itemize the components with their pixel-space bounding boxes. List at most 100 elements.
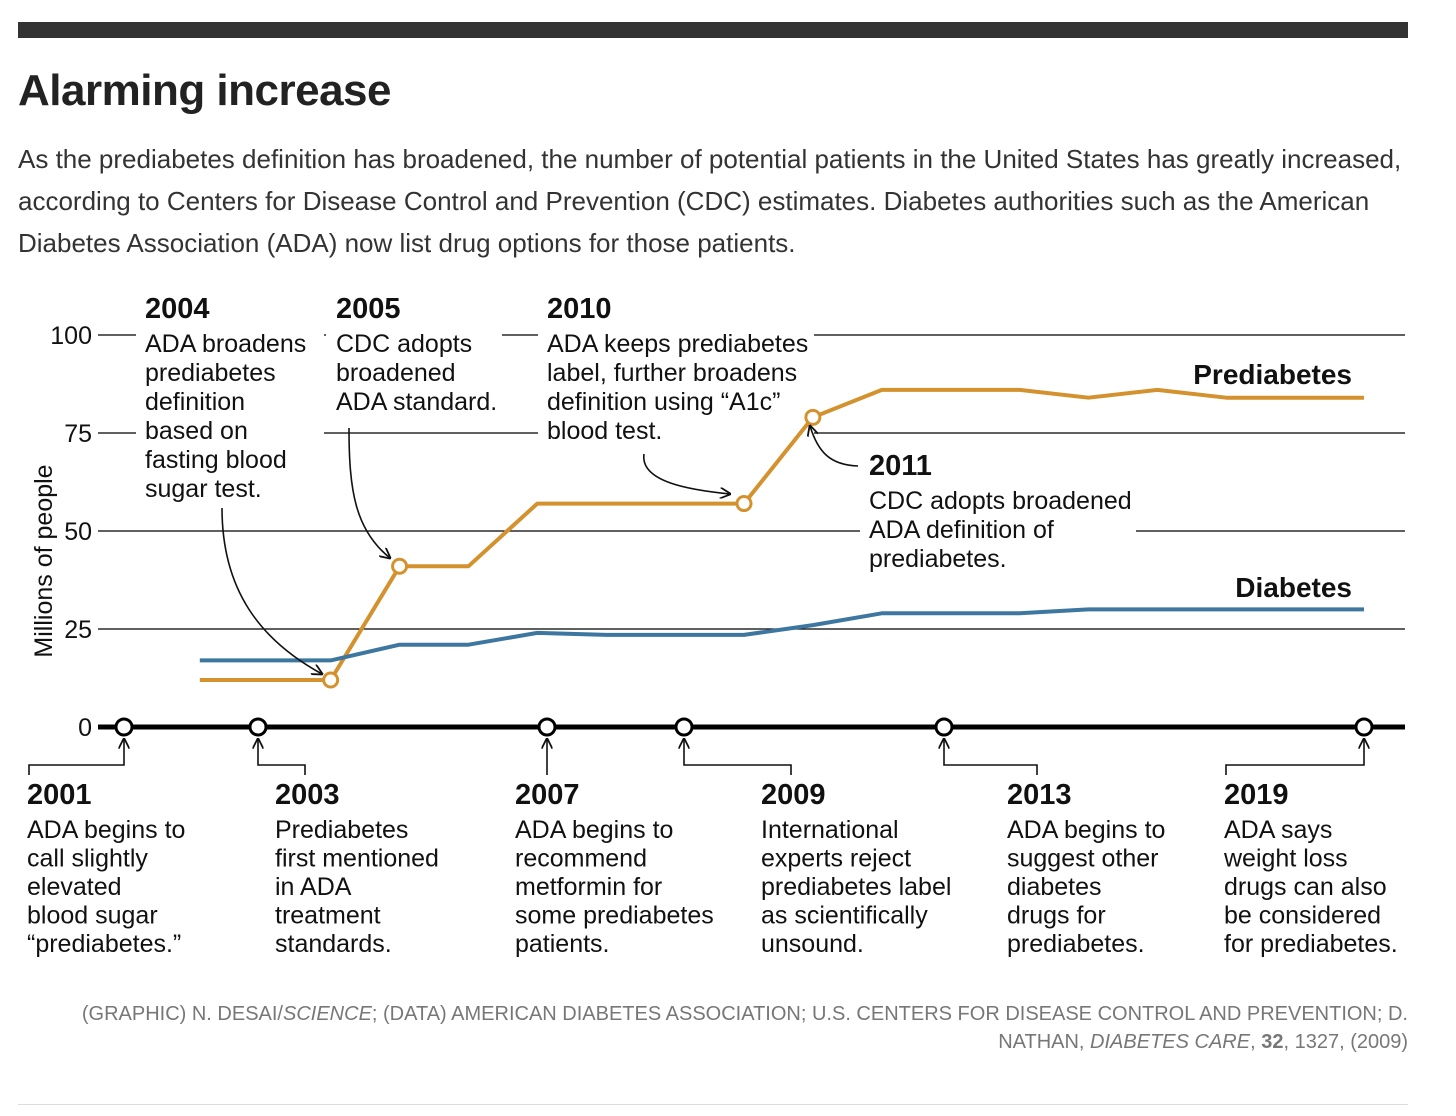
timeline-connector-2001 [28,739,124,775]
timeline-text-2007-1: recommend [515,845,647,873]
event-text-2010-3: blood test. [547,417,662,445]
timeline-text-2003-2: in ADA [275,873,352,901]
axes: 0 25 50 75 100 Millions of people [28,322,1405,775]
timeline-marker-2009 [674,717,694,737]
event-text-2010-1: label, further broadens [547,359,797,387]
timeline-text-2001-1: call slightly [27,845,148,873]
series-label-prediabetes: Prediabetes [1193,359,1352,390]
timeline-year-2009: 2009 [761,779,826,811]
y-tick-label-100: 100 [50,322,92,350]
event-text-2010-2: definition using “A1c” [547,388,780,416]
y-tick-label-0: 0 [78,714,92,742]
timeline-text-2019-1: weight loss [1223,845,1348,873]
credit-graphic-source: SCIENCE [283,1003,372,1025]
timeline-text-2019-0: ADA says [1224,816,1332,844]
prediabetes-marker-2011 [804,408,822,426]
timeline-marker-2003 [248,717,268,737]
event-text-2011-1: ADA definition of [869,516,1054,544]
timeline-marker-2001 [114,717,134,737]
timeline-text-2013-0: ADA begins to [1007,816,1165,844]
top-rule [18,22,1408,38]
y-axis-label: Millions of people [30,464,58,657]
event-text-2004-4: fasting blood [145,446,287,474]
timeline-connector-2019 [1225,739,1364,775]
timeline-text-2007-3: some prediabetes [515,902,714,930]
timeline-text-2013-3: drugs for [1007,902,1106,930]
annotation-backgrounds [136,298,1136,580]
timeline-text-2009-4: unsound. [761,930,864,958]
event-text-2010-0: ADA keeps prediabetes [547,330,808,358]
event-text-2004-5: sugar test. [145,475,262,503]
y-tick-label-50: 50 [64,518,92,546]
timeline-text-2001-2: elevated [27,873,122,901]
event-text-2011-2: prediabetes. [869,545,1007,573]
timeline-text-2009-2: prediabetes label [761,873,951,901]
timeline-text-2007-0: ADA begins to [515,816,673,844]
annotation-arrow-2004 [221,507,322,674]
timeline-text-2003-1: first mentioned [275,845,439,873]
timeline-text-2001-0: ADA begins to [27,816,185,844]
timeline-year-2013: 2013 [1007,779,1072,811]
timeline-text-2009-0: International [761,816,899,844]
timeline-year-2019: 2019 [1224,779,1289,811]
event-text-2011-0: CDC adopts broadened [869,487,1132,515]
series-label-diabetes: Diabetes [1235,572,1352,603]
timeline-text-2003-4: standards. [275,930,392,958]
line-chart: 0 25 50 75 100 Millions of people Prediabetes… [27,293,1405,958]
event-text-2004-0: ADA broadens [145,330,306,358]
event-year-2011: 2011 [869,450,932,482]
timeline-year-2007: 2007 [515,779,580,811]
timeline-marker-2013 [934,717,954,737]
credit-data-prefix: ; (DATA) AMERICAN DIABETES ASSOCIATION; … [371,1003,1408,1053]
y-tick-label-25: 25 [64,616,92,644]
timeline-connector-2013 [944,739,1038,775]
annotation-bg-3 [860,446,1136,580]
prediabetes-marker-2010 [735,495,753,513]
annotation-bg-0 [136,298,324,508]
timeline-text-2003-0: Prediabetes [275,816,408,844]
timeline-marker-2007 [537,717,557,737]
source-credit: (GRAPHIC) N. DESAI/SCIENCE; (DATA) AMERI… [28,1000,1408,1056]
annotation-bg-2 [538,298,814,446]
event-text-2005-1: broadened [336,359,456,387]
credit-journal: DIABETES CARE [1090,1031,1251,1053]
timeline-connector-2009 [684,739,792,775]
timeline-marker-2019 [1354,717,1374,737]
y-tick-label-75: 75 [64,420,92,448]
credit-comma: , [1250,1031,1262,1053]
event-text-2004-3: based on [145,417,248,445]
timeline-year-2003: 2003 [275,779,340,811]
timeline-text-2013-1: suggest other [1007,845,1159,873]
timeline-text-2003-3: treatment [275,902,381,930]
event-year-2004: 2004 [145,293,210,325]
event-text-2005-2: ADA standard. [336,388,497,416]
event-text-2004-2: definition [145,388,245,416]
annotation-arrow-2011 [810,426,859,467]
event-text-2005-0: CDC adopts [336,330,472,358]
timeline-connector-2003 [258,739,306,775]
chart-title: Alarming increase [18,66,392,115]
diabetes-line [199,607,1364,663]
credit-graphic-prefix: (GRAPHIC) N. DESAI/ [81,1003,283,1025]
series [199,387,1364,689]
timeline-year-2001: 2001 [27,779,92,811]
bottom-rule [18,1104,1408,1105]
annotation-arrow-2010 [643,453,730,494]
credit-citation: , 1327, (2009) [1283,1031,1408,1053]
timeline-text-2007-4: patients. [515,930,610,958]
timeline-text-2019-4: for prediabetes. [1224,930,1398,958]
timeline-text-2001-4: “prediabetes.” [27,930,181,958]
timeline-text-2019-2: drugs can also [1224,873,1387,901]
credit-volume: 32 [1261,1031,1284,1053]
timeline-text-2009-1: experts reject [761,845,911,873]
event-text-2004-1: prediabetes [145,359,276,387]
chart-subtitle: As the prediabetes definition has broade… [18,144,1402,258]
annotation-arrow-2005 [348,427,390,558]
event-year-2010: 2010 [547,293,612,325]
timeline-text-2013-4: prediabetes. [1007,930,1145,958]
timeline-text-2009-3: as scientifically [761,902,928,930]
event-year-2005: 2005 [336,293,401,325]
timeline-text-2007-2: metformin for [515,873,662,901]
timeline-text-2019-3: be considered [1224,902,1381,930]
